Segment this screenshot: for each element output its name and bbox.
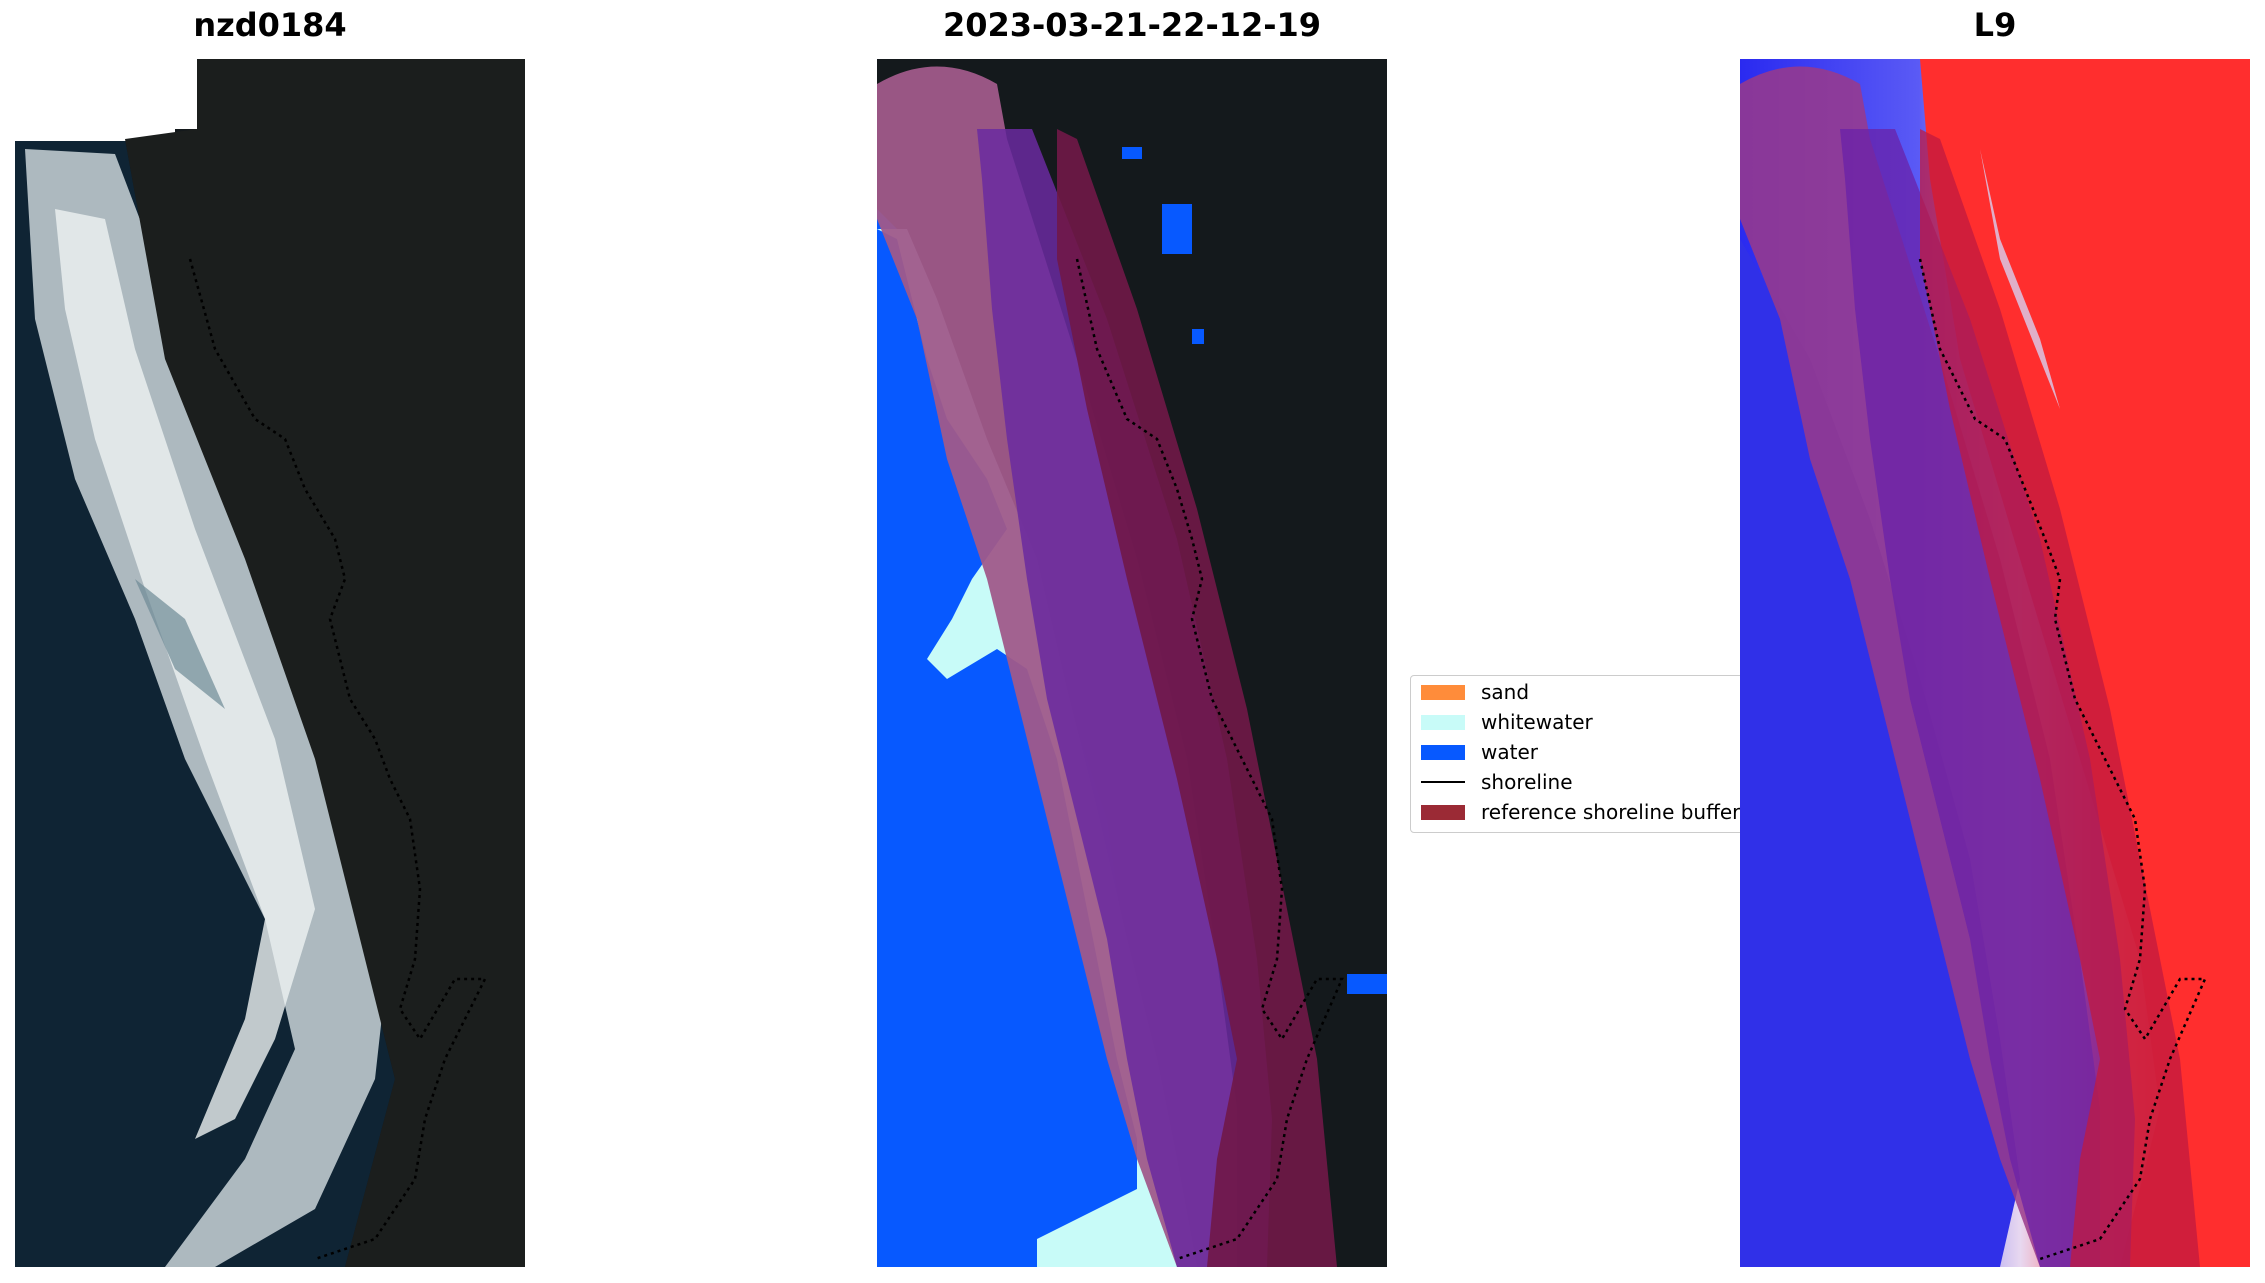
index-panel [1740, 59, 2250, 1267]
whitewater-swatch [1421, 714, 1465, 730]
legend-label: water [1481, 740, 1538, 764]
legend-item-buffer: reference shoreline buffer [1421, 800, 1740, 824]
legend-label: whitewater [1481, 710, 1593, 734]
legend-label: shoreline [1481, 770, 1573, 794]
panel-title-classification: 2023-03-21-22-12-19 [942, 6, 1322, 44]
shoreline-line [1075, 258, 1344, 1261]
legend: sand whitewater water shoreline referenc… [1410, 675, 1750, 833]
legend-label: reference shoreline buffer [1481, 800, 1741, 824]
classification-panel [877, 59, 1387, 1267]
buffer-swatch [1421, 804, 1465, 820]
shoreline-line [188, 258, 488, 1261]
rgb-image-panel [15, 59, 525, 1267]
shoreline-line-swatch [1421, 781, 1465, 783]
legend-item-shoreline: shoreline [1421, 770, 1573, 794]
legend-item-whitewater: whitewater [1421, 710, 1593, 734]
legend-item-sand: sand [1421, 680, 1529, 704]
panel-title-rgb: nzd0184 [193, 6, 347, 44]
legend-item-water: water [1421, 740, 1538, 764]
legend-label: sand [1481, 680, 1530, 704]
panel-title-index: L9 [1973, 6, 2017, 44]
water-swatch [1421, 744, 1465, 760]
sand-swatch [1421, 684, 1465, 700]
